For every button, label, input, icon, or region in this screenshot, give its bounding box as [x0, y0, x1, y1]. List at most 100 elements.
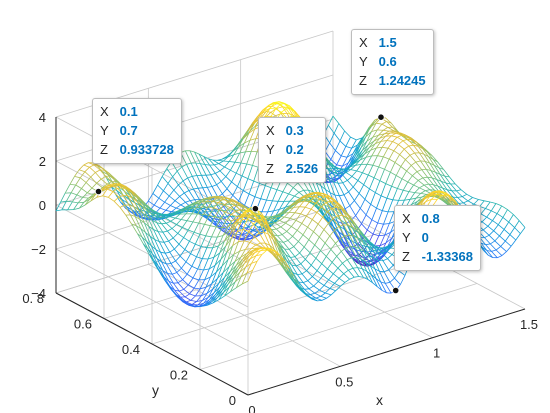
mesh-line	[385, 183, 392, 187]
mesh-line	[198, 153, 206, 165]
mesh-line	[289, 195, 295, 202]
mesh-line	[233, 250, 240, 255]
mesh-line	[234, 152, 241, 163]
mesh-line	[231, 231, 238, 239]
datatip-1[interactable]: X 0.1 Y 0.7 Z 0.933728	[92, 98, 182, 164]
mesh-line	[379, 270, 385, 273]
mesh-line	[132, 198, 139, 210]
mesh-line	[373, 177, 381, 182]
mesh-line	[394, 277, 401, 285]
mesh-line	[142, 213, 148, 218]
mesh-line	[77, 197, 84, 204]
mesh-line	[223, 266, 230, 273]
mesh-line	[154, 204, 161, 209]
mesh-line	[131, 223, 138, 234]
mesh-line	[370, 147, 377, 151]
mesh-line	[351, 220, 358, 231]
mesh-line	[456, 190, 463, 197]
mesh-line	[249, 196, 256, 209]
mesh-line	[351, 176, 359, 181]
mesh-line	[276, 228, 283, 235]
mesh-line	[69, 184, 76, 186]
mesh-line	[223, 156, 229, 162]
mesh-line	[332, 171, 339, 184]
mesh-line	[134, 216, 142, 229]
mesh-line	[138, 209, 145, 223]
mesh-line	[360, 208, 367, 216]
mesh-line	[368, 174, 375, 179]
mesh-line	[370, 243, 378, 253]
mesh-line	[380, 281, 386, 284]
mesh-line	[314, 236, 320, 246]
mesh-line	[348, 191, 355, 201]
datatip-3[interactable]: X 1.5 Y 0.6 Z 1.24245	[351, 29, 434, 95]
mesh-line	[247, 218, 254, 225]
mesh-line	[383, 271, 391, 283]
mesh-line	[168, 237, 174, 242]
datatip-4-marker[interactable]	[392, 286, 400, 295]
mesh-line	[345, 246, 351, 249]
mesh-line	[228, 154, 235, 162]
mesh-line	[194, 201, 202, 205]
mesh-line	[176, 219, 182, 225]
mesh-line	[211, 184, 217, 187]
mesh-line	[214, 163, 219, 166]
mesh-line	[154, 239, 161, 253]
mesh-line	[393, 150, 400, 155]
mesh-line	[166, 263, 173, 275]
mesh-line	[233, 200, 240, 206]
datatip-4[interactable]: X 0.8 Y 0 Z -1.33368	[394, 205, 481, 271]
mesh-line	[342, 215, 348, 218]
mesh-line	[382, 148, 389, 157]
mesh-line	[266, 199, 273, 202]
mesh-line	[393, 144, 399, 151]
datatip-2-marker[interactable]	[251, 205, 259, 213]
mesh-line	[187, 221, 194, 231]
mesh-line	[442, 187, 448, 191]
mesh-line	[135, 225, 143, 238]
mesh-line	[160, 217, 167, 224]
mesh-line	[316, 212, 323, 218]
mesh-line	[260, 198, 267, 201]
mesh-line	[270, 111, 276, 117]
mesh-line	[340, 168, 347, 173]
mesh-line	[188, 284, 195, 289]
mesh-line	[298, 281, 305, 290]
mesh-line	[388, 269, 395, 279]
mesh-line	[320, 242, 326, 251]
mesh-line	[227, 254, 235, 260]
mesh-line	[339, 238, 347, 249]
mesh-line	[212, 299, 220, 304]
mesh-line	[359, 153, 366, 161]
mesh-line	[170, 200, 176, 206]
mesh-line	[361, 223, 368, 231]
mesh-line	[298, 189, 304, 193]
mesh-line	[253, 224, 259, 228]
datatip-2[interactable]: X 0.3 Y 0.2 Z 2.526	[258, 117, 327, 183]
mesh-line	[377, 147, 383, 156]
mesh-line	[231, 181, 238, 187]
mesh-line	[270, 108, 276, 117]
mesh-line	[164, 216, 170, 219]
mesh-line	[277, 191, 284, 202]
mesh-line	[332, 199, 338, 207]
mesh-line	[283, 242, 290, 250]
mesh-line	[133, 206, 139, 211]
mesh-line	[380, 247, 387, 252]
mesh-line	[100, 175, 107, 180]
mesh-line	[293, 246, 300, 254]
datatip-3-marker[interactable]	[377, 113, 385, 121]
mesh-line	[382, 146, 389, 149]
mesh-line	[371, 129, 378, 132]
mesh-line	[247, 211, 253, 220]
mesh-line	[446, 189, 454, 198]
mesh-line	[376, 122, 382, 125]
mesh-line	[208, 158, 215, 166]
mesh-line	[297, 273, 303, 275]
mesh-line	[411, 197, 417, 205]
datatip-1-marker[interactable]	[94, 187, 103, 196]
mesh-line	[263, 231, 269, 235]
mesh-line	[403, 189, 410, 192]
mesh-line	[183, 289, 190, 295]
mesh-line	[279, 220, 286, 224]
